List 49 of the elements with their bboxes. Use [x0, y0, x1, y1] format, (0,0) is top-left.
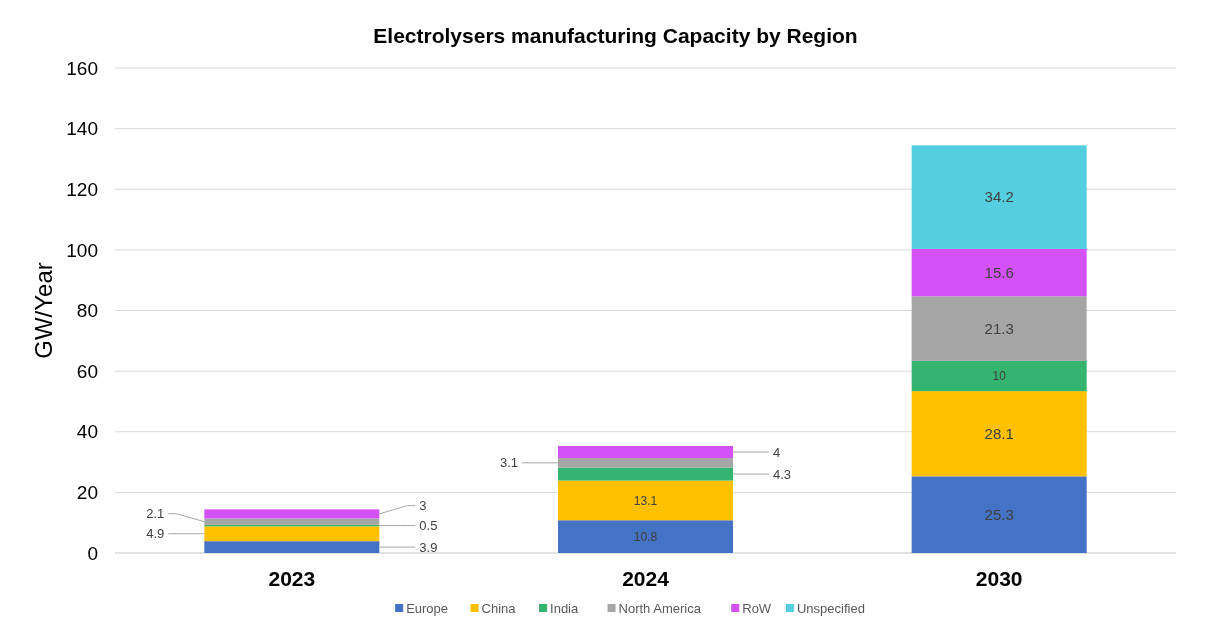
y-tick-label: 40: [76, 421, 98, 443]
data-label: 28.1: [984, 424, 1014, 442]
x-tick-label: 2024: [622, 567, 670, 590]
bar: [558, 446, 733, 459]
bar: [558, 520, 733, 553]
bar: [204, 526, 380, 542]
bar: [911, 476, 1087, 553]
bar: [204, 509, 380, 519]
data-label: 10.8: [633, 529, 658, 544]
y-axis-title: GW/Year: [30, 262, 57, 359]
data-label: 4: [773, 444, 781, 460]
y-tick-label: 20: [76, 482, 98, 504]
data-label: 25.3: [984, 505, 1014, 523]
data-label: 4.3: [773, 466, 792, 482]
data-label: 2.1: [146, 506, 165, 522]
bar: [911, 296, 1087, 361]
legend-label: Unspecified: [796, 601, 865, 616]
data-label: 0.5: [419, 518, 438, 534]
data-label: 34.2: [984, 188, 1014, 206]
data-label: 15.6: [984, 263, 1014, 281]
bar: [911, 248, 1087, 297]
legend-label: RoW: [742, 601, 772, 616]
data-label: 13.1: [633, 493, 658, 508]
data-label: 21.3: [984, 319, 1014, 337]
x-tick-label: 2023: [268, 567, 316, 590]
data-label: 3: [419, 498, 427, 514]
data-label: 3.1: [499, 455, 518, 471]
legend-label: Europe: [406, 601, 449, 616]
y-tick-label: 100: [66, 239, 98, 261]
legend-label: China: [481, 601, 517, 616]
bar: [558, 480, 733, 521]
bar: [911, 360, 1087, 392]
y-tick-label: 80: [76, 300, 98, 322]
bar: [204, 541, 380, 553]
y-tick-label: 60: [76, 360, 98, 382]
y-tick-label: 140: [66, 118, 98, 140]
data-label: 3.9: [419, 539, 438, 555]
legend-label: India: [550, 601, 580, 616]
y-tick-label: 120: [66, 178, 98, 200]
chart-title: Electrolysers manufacturing Capacity by Region: [373, 24, 858, 47]
y-tick-label: 160: [66, 57, 98, 79]
bar: [911, 391, 1087, 477]
legend-label: North America: [618, 601, 702, 616]
data-label: 4.9: [146, 526, 165, 542]
bar: [911, 145, 1087, 249]
x-tick-label: 2030: [975, 567, 1023, 590]
y-tick-label: 0: [87, 542, 98, 564]
data-label: 10: [992, 369, 1007, 384]
bar: [558, 467, 733, 481]
